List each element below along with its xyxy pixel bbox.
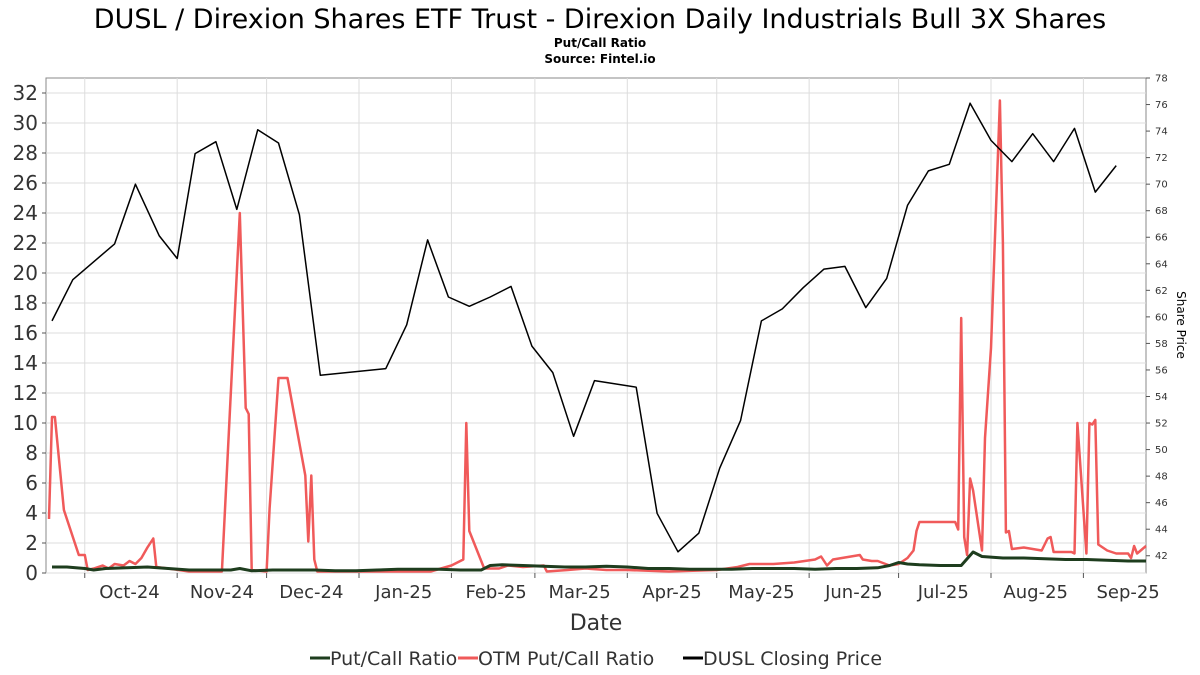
left-tick-label: 26 <box>13 171 38 195</box>
chart-subtitle-line-2: Source: Fintel.io <box>544 52 655 66</box>
x-tick-label: Apr-25 <box>642 582 701 603</box>
left-tick-label: 30 <box>13 111 38 135</box>
left-tick-label: 8 <box>25 441 38 465</box>
x-tick-label: Jul-25 <box>917 582 969 603</box>
legend-label-put-call-ratio: Put/Call Ratio <box>330 648 457 670</box>
x-tick-label: Oct-24 <box>99 582 160 603</box>
right-tick-label: 60 <box>1155 312 1168 323</box>
right-tick-label: 46 <box>1155 498 1168 509</box>
series-line-dusl-closing-price <box>51 102 1117 553</box>
chart-title: DUSL / Direxion Shares ETF Trust - Direx… <box>94 4 1106 35</box>
series-group <box>47 99 1147 573</box>
right-tick-label: 76 <box>1155 100 1168 111</box>
legend-label-otm-put-call-ratio: OTM Put/Call Ratio <box>478 648 654 670</box>
left-tick-label: 32 <box>13 81 38 105</box>
right-tick-label: 64 <box>1155 259 1168 270</box>
left-tick-label: 22 <box>13 231 38 255</box>
right-tick-label: 72 <box>1155 153 1168 164</box>
left-tick-label: 14 <box>13 351 38 375</box>
x-tick-label: Jun-25 <box>824 582 883 603</box>
left-tick-label: 24 <box>13 201 38 225</box>
left-tick-label: 2 <box>25 531 38 555</box>
chart-subtitle-line-1: Put/Call Ratio <box>554 36 646 50</box>
left-tick-label: 18 <box>13 291 38 315</box>
left-tick-label: 10 <box>13 411 38 435</box>
right-tick-label: 56 <box>1155 365 1168 376</box>
right-tick-label: 62 <box>1155 286 1168 297</box>
right-axis-label: Share Price <box>1174 291 1188 359</box>
x-tick-label: Dec-24 <box>279 582 343 603</box>
legend: Put/Call Ratio OTM Put/Call Ratio DUSL Clo… <box>310 648 882 670</box>
right-tick-label: 54 <box>1155 392 1168 403</box>
x-tick-label: May-25 <box>728 582 794 603</box>
x-tick-label: Aug-25 <box>1003 582 1068 603</box>
right-tick-label: 74 <box>1155 127 1168 138</box>
right-tick-label: 78 <box>1155 74 1168 85</box>
left-tick-label: 16 <box>13 321 38 345</box>
right-tick-label: 70 <box>1155 180 1168 191</box>
right-tick-label: 58 <box>1155 339 1168 350</box>
left-tick-label: 0 <box>25 561 38 585</box>
x-axis-label: Date <box>570 611 623 636</box>
x-tick-label: Mar-25 <box>548 582 610 603</box>
right-tick-label: 52 <box>1155 419 1168 430</box>
right-tick-label: 44 <box>1155 525 1168 536</box>
right-tick-label: 50 <box>1155 445 1168 456</box>
left-tick-label: 20 <box>13 261 38 285</box>
x-tick-label: Nov-24 <box>190 582 254 603</box>
right-tick-label: 42 <box>1155 551 1168 562</box>
x-tick-label: Jan-25 <box>374 582 432 603</box>
left-tick-label: 12 <box>13 381 38 405</box>
x-tick-label: Feb-25 <box>465 582 526 603</box>
right-tick-label: 66 <box>1155 233 1168 244</box>
right-tick-label: 68 <box>1155 206 1168 217</box>
x-axis: Oct-24 Nov-24 Dec-24 Jan-25 Feb-25 Mar-25 Apr-… <box>84 573 1160 603</box>
left-tick-label: 28 <box>13 141 38 165</box>
series-line-put-call-ratio <box>52 550 1146 573</box>
legend-label-dusl-closing-price: DUSL Closing Price <box>703 648 882 670</box>
right-tick-label: 48 <box>1155 472 1168 483</box>
right-axis: 42 44 46 48 50 52 54 56 58 60 62 64 66 68 70 72 74 76 78 <box>1146 74 1168 562</box>
x-tick-label: Sep-25 <box>1096 582 1159 603</box>
left-tick-label: 4 <box>25 501 38 525</box>
left-tick-label: 6 <box>25 471 38 495</box>
plot-area <box>45 77 1147 574</box>
